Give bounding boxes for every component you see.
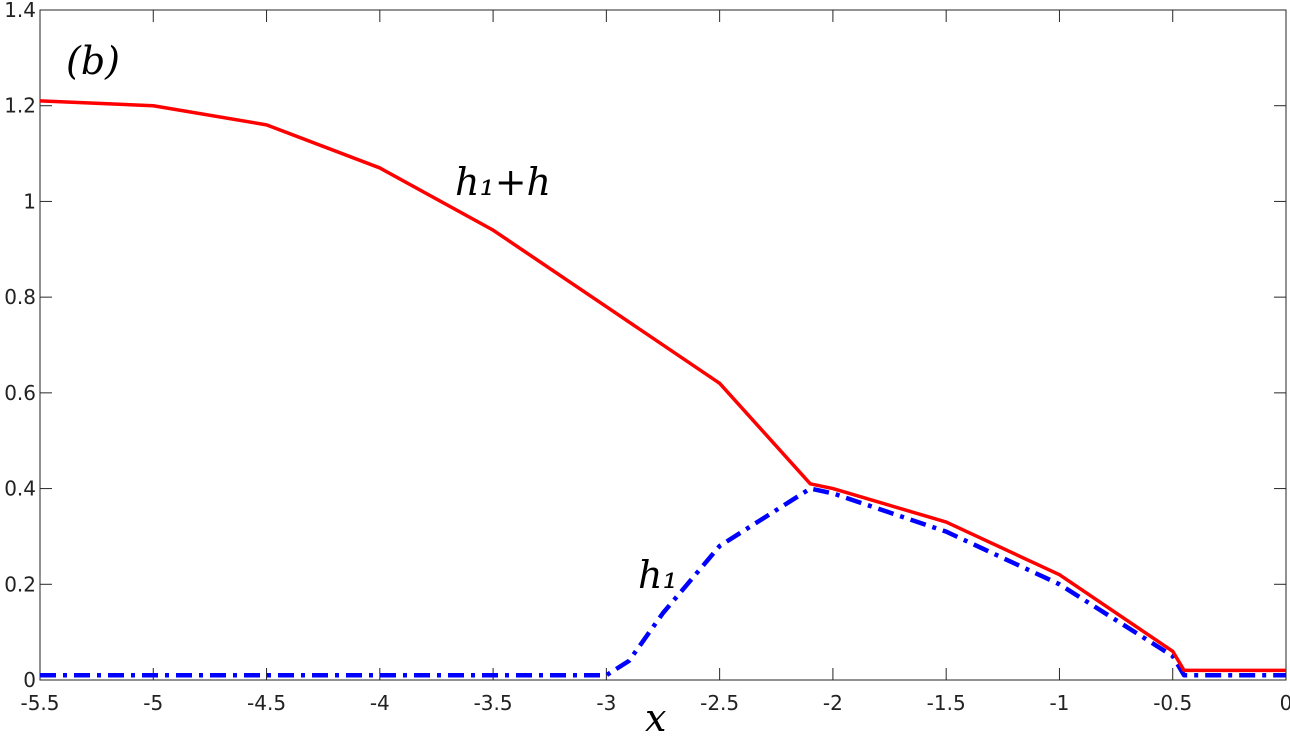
y-tick-label: 0.2 [4,572,36,596]
x-tick-label: -5.5 [20,691,59,715]
x-tick-label: -2.5 [700,691,739,715]
y-tick-label: 0.4 [4,477,36,501]
panel-label: (b) [66,39,120,83]
x-tick-label: -4.5 [247,691,286,715]
x-tick-label: -3 [596,691,616,715]
x-tick-label: 0 [1280,691,1290,715]
x-tick-label: -3.5 [474,691,513,715]
x-axis-label: x [645,696,666,736]
y-tick-label: 0 [23,668,36,692]
x-tick-label: -0.5 [1153,691,1192,715]
plot-frame [39,9,1287,681]
x-tick-label: -2 [823,691,843,715]
x-tick-label: -1.5 [927,691,966,715]
annotation: h₁ [638,553,678,597]
y-tick-label: 0.8 [4,285,36,309]
data-line [39,99,1286,673]
data-line [40,486,1286,678]
y-tick-label: 1 [23,189,36,213]
x-tick-label: -4 [370,691,390,715]
annotation: h₁+h [455,160,551,204]
y-tick-label: 0.6 [4,381,36,405]
y-tick-label: 1.4 [4,0,36,22]
y-tick-label: 1.2 [4,94,36,118]
x-tick-label: -1 [1049,691,1069,715]
x-tick-label: -5 [143,691,163,715]
